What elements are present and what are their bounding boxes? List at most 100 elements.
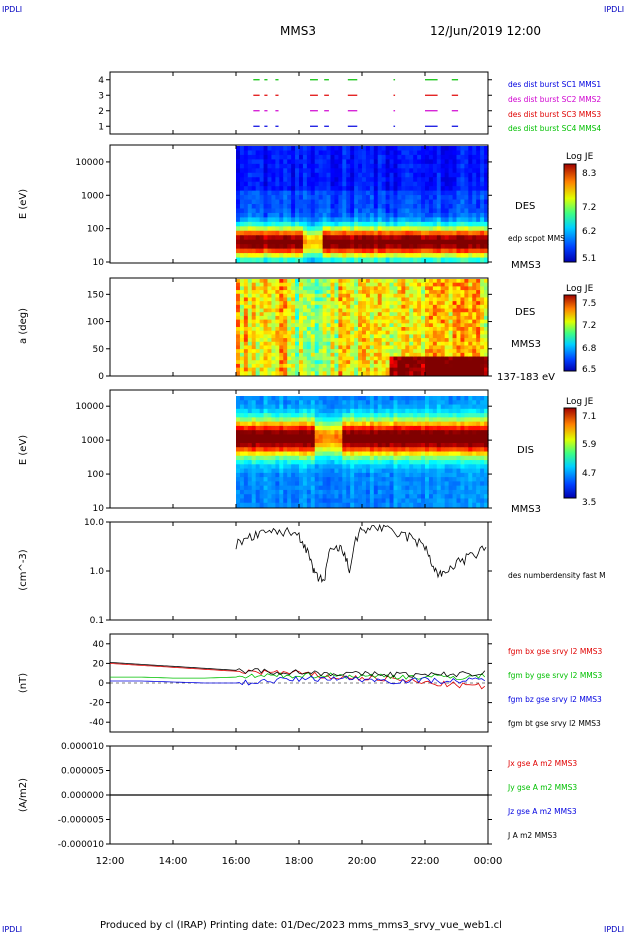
pitch-angle-cell <box>350 371 355 376</box>
dis-energy-cell <box>456 494 462 500</box>
dis-energy-cell <box>436 464 442 470</box>
dis-energy-cell <box>393 425 399 431</box>
pitch-angle-cell <box>318 338 324 343</box>
pitch-angle-cell <box>267 312 273 317</box>
pitch-angle-cell <box>302 341 308 347</box>
pitch-angle-cell <box>373 304 379 310</box>
pitch-angle-cell <box>365 334 371 339</box>
des-energy-cell <box>279 244 284 250</box>
des-energy-cell <box>302 248 308 254</box>
pitch-angle-cell <box>417 371 422 376</box>
des-energy-cell <box>358 154 363 160</box>
pitch-angle-cell <box>365 367 371 372</box>
dis-energy-cell <box>330 451 336 457</box>
des-energy-cell <box>385 146 391 152</box>
des-energy-cell <box>484 257 489 263</box>
dis-energy-cell <box>267 464 273 470</box>
dis-energy-cell <box>468 468 473 474</box>
dis-energy-cell <box>299 494 304 500</box>
pitch-angle-cell <box>425 330 430 335</box>
dis-energy-cell <box>287 502 292 508</box>
des-energy-cell <box>243 159 249 165</box>
pitch-angle-cell <box>350 301 355 306</box>
des-energy-cell <box>334 177 339 183</box>
des-energy-cell <box>322 217 328 223</box>
des-energy-cell <box>330 168 336 174</box>
dis-energy-cell <box>385 468 391 474</box>
des-energy-cell <box>291 221 296 227</box>
dis-energy-cell <box>243 404 249 410</box>
des-energy-cell <box>468 212 473 218</box>
dis-energy-cell <box>460 417 465 423</box>
des-energy-cell <box>480 199 485 205</box>
dis-energy-cell <box>432 477 438 482</box>
pitch-angle-cell <box>243 286 249 291</box>
pitch-angle-cell <box>287 367 292 372</box>
des-energy-cell <box>464 146 469 152</box>
dis-energy-cell <box>279 489 284 495</box>
pitch-angle-cell <box>346 360 351 365</box>
des-energy-cell <box>299 190 304 196</box>
dis-energy-cell <box>243 451 249 457</box>
dis-energy-cell <box>287 438 292 444</box>
dis-energy-cell <box>271 494 276 500</box>
pitch-angle-cell <box>377 293 383 299</box>
dis-energy-cell <box>271 460 276 465</box>
des-energy-cell <box>385 244 391 250</box>
des-energy-cell <box>310 244 316 250</box>
pitch-angle-cell <box>291 338 296 343</box>
des-energy-cell <box>452 208 458 214</box>
dis-energy-cell <box>318 494 324 500</box>
pitch-angle-cell <box>239 349 245 354</box>
dis-energy-cell <box>381 447 387 453</box>
dis-energy-cell <box>259 481 265 487</box>
pitch-angle-cell <box>397 312 402 317</box>
pitch-angle-cell <box>342 290 347 295</box>
dis-energy-cell <box>326 425 332 431</box>
dis-energy-cell <box>425 481 430 487</box>
des-energy-cell <box>255 195 261 201</box>
des-energy-cell <box>444 150 450 156</box>
dis-energy-cell <box>314 417 320 423</box>
des-energy-cell <box>373 257 379 263</box>
des-energy-cell <box>306 248 312 254</box>
des-energy-cell <box>314 239 320 245</box>
dis-energy-cell <box>444 417 450 423</box>
des-energy-cell <box>472 204 477 210</box>
pitch-angle-cell <box>468 360 473 365</box>
pitch-angle-cell <box>358 312 363 317</box>
dis-energy-cell <box>354 434 359 440</box>
des-energy-cell <box>397 199 402 205</box>
pitch-angle-cell <box>283 363 288 369</box>
pitch-angle-cell <box>338 282 343 287</box>
dis-energy-cell <box>271 481 276 487</box>
pitch-angle-side-label: DES <box>515 307 535 318</box>
pitch-angle-cell <box>310 352 316 358</box>
pitch-angle-cell <box>322 282 328 287</box>
dis-energy-cell <box>354 455 359 461</box>
des-energy-cell <box>287 190 292 196</box>
des-energy-cell <box>279 257 284 263</box>
des-energy-cell <box>373 186 379 192</box>
des-energy-cell <box>243 199 249 205</box>
des-energy-cell <box>283 146 288 152</box>
pitch-angle-cell <box>283 356 288 361</box>
pitch-angle-cell <box>405 286 410 291</box>
pitch-angle-cell <box>456 304 462 310</box>
dis-energy-cell <box>358 494 363 500</box>
des-energy-cell <box>354 212 359 218</box>
pitch-angle-cell <box>236 279 241 284</box>
des-energy-cell <box>421 163 426 169</box>
pitch-angle-cell <box>318 319 324 324</box>
pitch-angle-cell <box>279 286 284 291</box>
pitch-angle-cell <box>385 323 391 328</box>
pitch-angle-cell <box>295 308 300 313</box>
pitch-angle-cell <box>302 349 308 354</box>
des-energy-cell <box>322 181 328 187</box>
dis-energy-cell <box>369 451 375 457</box>
pitch-angle-cell <box>287 323 292 328</box>
des-energy-cell <box>421 239 426 245</box>
dis-energy-cell <box>346 489 351 495</box>
dis-energy-cell <box>275 400 280 406</box>
